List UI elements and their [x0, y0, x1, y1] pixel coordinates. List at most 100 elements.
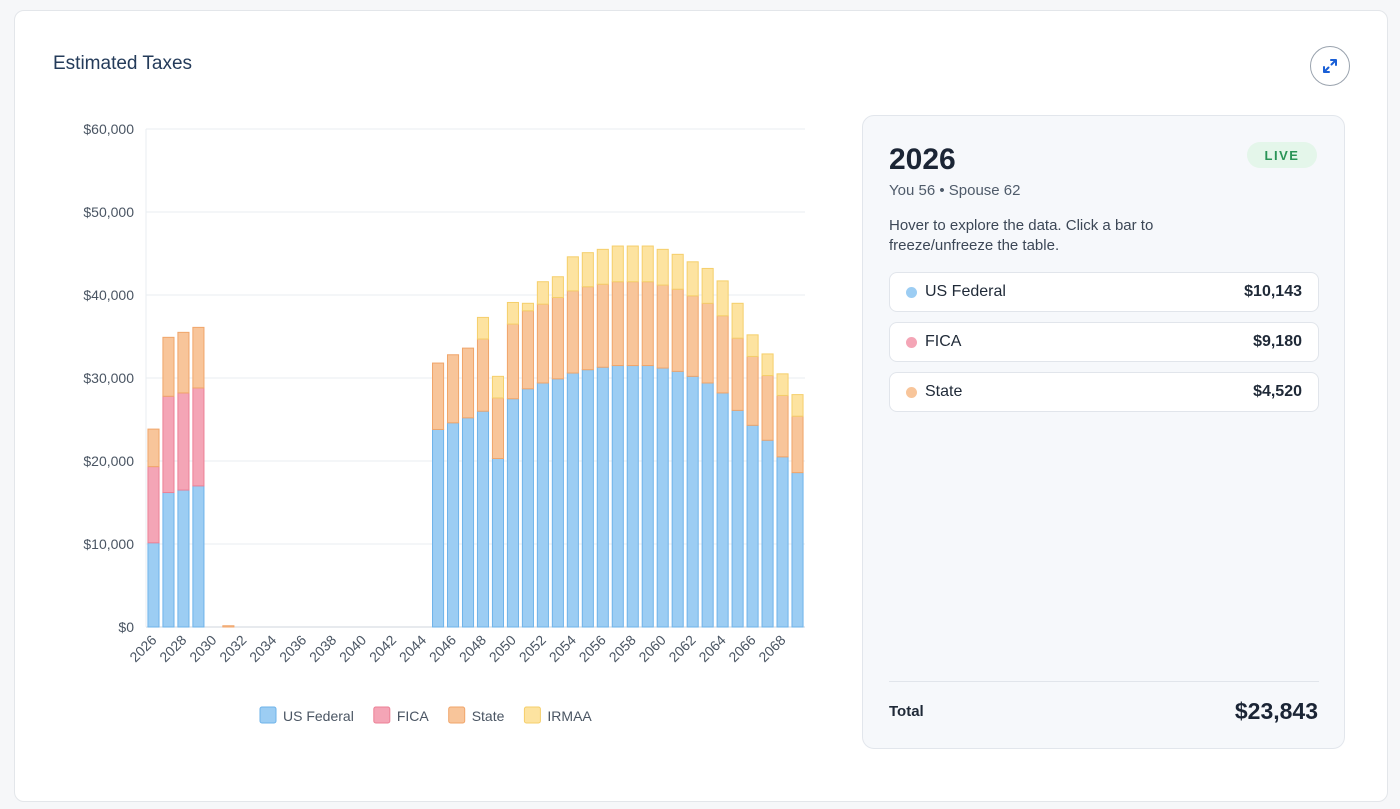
- estimated-taxes-card: Estimated Taxes $0 $10,000 $20,000 $30,000 $…: [14, 10, 1388, 802]
- bar-state-2066: [746, 355, 759, 426]
- bar-us-federal-2058: [626, 365, 639, 628]
- bar-us-federal-2049: [491, 458, 505, 628]
- x-tick-label: 2040: [336, 632, 369, 665]
- bar-us-federal-2026: [147, 542, 160, 628]
- bar-irmaa-2051: [521, 302, 534, 312]
- bar-state-2064: [716, 315, 729, 394]
- bar-us-federal-2065: [731, 409, 744, 628]
- bar-us-federal-2029: [192, 485, 205, 628]
- row-label: FICA: [925, 333, 962, 350]
- y-tick-label: $50,000: [83, 204, 134, 220]
- expand-icon: [1323, 59, 1337, 73]
- x-tick-label: 2052: [516, 632, 549, 665]
- bar-state-2052: [536, 303, 549, 384]
- bar-state-2065: [731, 337, 744, 411]
- selected-year: 2026: [889, 143, 956, 176]
- x-tick-label: 2026: [126, 632, 159, 665]
- bar-us-federal-2051: [521, 388, 534, 628]
- bar-us-federal-2064: [716, 392, 729, 628]
- bar-us-federal-2050: [506, 398, 519, 628]
- total-value: $23,843: [1234, 698, 1318, 724]
- bar-irmaa-2063: [701, 267, 714, 304]
- x-tick-label: 2064: [695, 632, 728, 665]
- x-tick-label: 2046: [426, 632, 459, 665]
- bar-state-2026: [147, 428, 160, 468]
- y-tick-label: $60,000: [83, 121, 134, 137]
- legend-label: IRMAA: [547, 708, 592, 724]
- bar-state-2057: [611, 281, 624, 367]
- bar-irmaa-2049: [491, 375, 505, 399]
- row-value: $9,180: [1253, 333, 1302, 350]
- x-tick-label: 2062: [665, 632, 698, 665]
- bar-us-federal-2027: [162, 492, 175, 628]
- bar-state-2068: [776, 394, 789, 458]
- bar-us-federal-2053: [551, 378, 564, 628]
- x-tick-label: 2044: [396, 632, 429, 665]
- bar-us-federal-2069: [791, 472, 804, 628]
- total-label: Total: [889, 703, 924, 720]
- bar-irmaa-2060: [656, 248, 669, 286]
- x-tick-label: 2036: [276, 632, 309, 665]
- bar-state-2069: [791, 415, 804, 474]
- bar-irmaa-2057: [611, 245, 624, 283]
- state-dot-icon: [906, 387, 917, 398]
- y-tick-label: $20,000: [83, 453, 134, 469]
- bar-state-2058: [626, 281, 639, 367]
- bar-us-federal-2059: [641, 365, 654, 628]
- bar-irmaa-2054: [566, 256, 579, 292]
- x-tick-label: 2048: [456, 632, 489, 665]
- x-tick-label: 2042: [366, 632, 399, 665]
- bar-irmaa-2048: [476, 316, 490, 340]
- bar-state-2051: [521, 310, 534, 390]
- bar-irmaa-2067: [761, 353, 774, 377]
- bar-us-federal-2063: [701, 382, 714, 628]
- x-tick-label: 2034: [246, 632, 279, 665]
- ages-label: You 56 • Spouse 62: [889, 182, 1021, 199]
- y-tick-label: $40,000: [83, 287, 134, 303]
- bar-state-2053: [551, 296, 564, 380]
- bar-state-2050: [506, 323, 519, 400]
- bar-state-2054: [566, 290, 579, 374]
- bar-state-2062: [686, 295, 699, 377]
- tax-stacked-bar-chart[interactable]: $0 $10,000 $20,000 $30,000 $40,000 $50,000 $60…: [15, 11, 835, 731]
- legend-swatch-state: [448, 706, 466, 724]
- bar-irmaa-2064: [716, 280, 729, 317]
- row-value: $4,520: [1253, 383, 1302, 400]
- legend-swatch-irmaa: [523, 706, 541, 724]
- bar-state-2059: [641, 281, 654, 367]
- bar-us-federal-2054: [566, 372, 579, 628]
- bar-us-federal-2055: [581, 369, 594, 628]
- row-label: US Federal: [925, 283, 1006, 300]
- y-tick-label: $0: [118, 619, 134, 635]
- bar-irmaa-2066: [746, 334, 759, 357]
- x-tick-label: 2068: [755, 632, 788, 665]
- card-title: Estimated Taxes: [53, 53, 193, 74]
- bar-us-federal-2047: [461, 417, 475, 628]
- x-tick-label: 2032: [216, 632, 249, 665]
- x-tick-label: 2038: [306, 632, 339, 665]
- bar-fica-2029: [192, 387, 205, 487]
- bar-irmaa-2062: [686, 261, 699, 297]
- bar-us-federal-2062: [686, 375, 699, 628]
- bar-state-2056: [596, 283, 609, 368]
- bar-state-2061: [671, 288, 684, 372]
- hint-text: Hover to explore the data. Click a bar t…: [889, 217, 1154, 254]
- x-tick-label: 2058: [606, 632, 639, 665]
- bar-us-federal-2060: [656, 367, 669, 628]
- bar-us-federal-2057: [611, 365, 624, 628]
- expand-button[interactable]: [1310, 46, 1350, 86]
- bar-state-2067: [761, 375, 774, 441]
- bar-irmaa-2055: [581, 252, 594, 288]
- bar-irmaa-2053: [551, 276, 564, 298]
- bar-us-federal-2028: [177, 489, 190, 628]
- bar-us-federal-2052: [536, 382, 549, 628]
- bar-state-2028: [177, 331, 190, 394]
- bar-us-federal-2068: [776, 456, 789, 628]
- bar-state-2055: [581, 286, 594, 371]
- bar-state-2063: [701, 302, 714, 384]
- bar-state-2049: [491, 397, 505, 460]
- y-tick-label: $10,000: [83, 536, 134, 552]
- bar-irmaa-2059: [641, 245, 654, 283]
- tax-row-state: State $4,520: [889, 372, 1319, 412]
- bar-state-2047: [461, 347, 475, 419]
